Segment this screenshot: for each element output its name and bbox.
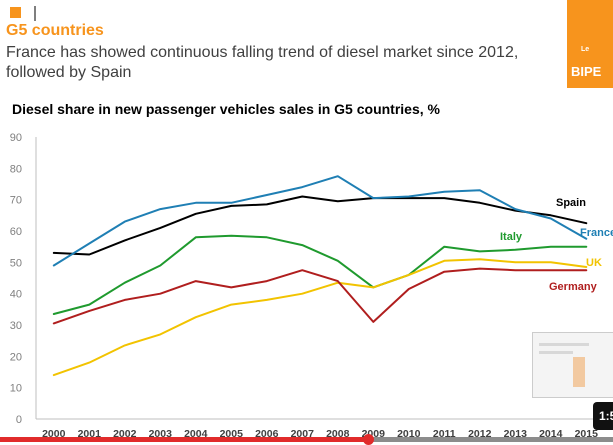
y-tick-label: 70 <box>10 195 22 207</box>
video-thumbnail[interactable] <box>532 332 613 398</box>
series-label-spain: Spain <box>556 197 586 209</box>
logo-small-text: Le <box>581 46 590 53</box>
video-progress-fill <box>0 437 368 442</box>
title-divider <box>34 6 36 21</box>
y-tick-label: 20 <box>10 351 22 363</box>
section-title: G5 countries <box>6 22 104 39</box>
series-line-germany <box>52 267 588 325</box>
series-label-uk: UK <box>586 257 602 269</box>
y-tick-label: 50 <box>10 257 22 269</box>
y-tick-label: 10 <box>10 383 22 395</box>
y-tick-label: 40 <box>10 289 22 301</box>
thumbnail-text-line <box>539 351 573 354</box>
video-progress-handle[interactable] <box>362 434 374 445</box>
slide-headline: France has showed continuous falling tre… <box>6 44 519 81</box>
chart-title: Diesel share in new passenger vehicles s… <box>12 101 440 117</box>
y-tick-label: 30 <box>10 320 22 332</box>
thumbnail-figure <box>573 357 585 387</box>
y-tick-label: 80 <box>10 163 22 175</box>
series-label-france: France <box>580 227 613 239</box>
series-line-spain <box>52 195 588 256</box>
series-label-italy: Italy <box>500 231 523 243</box>
y-tick-label: 60 <box>10 226 22 238</box>
series-line-italy <box>52 234 588 315</box>
thumbnail-text-line <box>539 343 589 346</box>
y-tick-label: 90 <box>10 132 22 144</box>
series-label-germany: Germany <box>549 281 598 293</box>
brand-square <box>10 7 21 18</box>
y-tick-label: 0 <box>16 414 22 426</box>
bipe-logo: Le BIPE <box>567 0 613 88</box>
video-timestamp: 1:5 <box>593 402 613 430</box>
series-line-uk <box>52 258 588 377</box>
logo-name: BIPE <box>571 64 602 79</box>
video-progress-bar[interactable] <box>0 434 613 445</box>
series-line-france <box>52 175 588 267</box>
